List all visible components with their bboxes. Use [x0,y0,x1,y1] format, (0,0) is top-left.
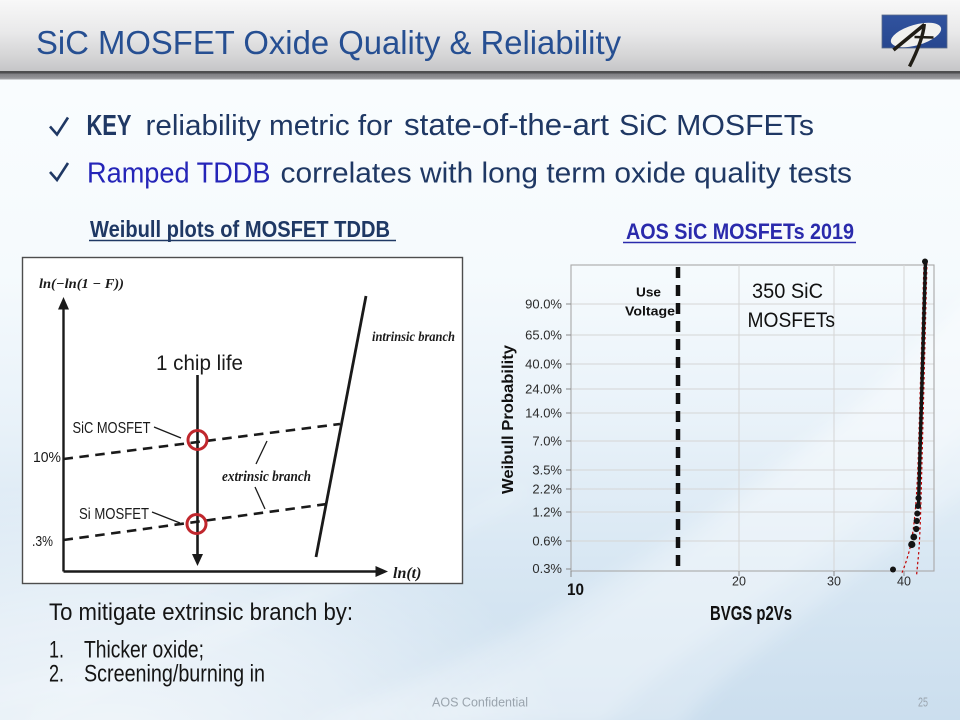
svg-text:10: 10 [567,580,584,599]
svg-text:Si MOSFET: Si MOSFET [79,506,149,523]
svg-text:extrinsic branch: extrinsic branch [222,469,311,485]
svg-text:1.: 1. [49,637,64,664]
svg-text:BVGS p2Vs: BVGS p2Vs [710,603,792,625]
svg-text:intrinsic branch: intrinsic branch [372,329,455,344]
svg-text:30: 30 [827,575,841,589]
svg-text:KEY: KEY [87,110,132,142]
svg-text:SiC MOSFET: SiC MOSFET [73,420,151,437]
svg-text:65.0%: 65.0% [525,328,562,343]
svg-text:90.0%: 90.0% [525,297,562,312]
svg-text:25: 25 [918,696,928,710]
svg-text:Use: Use [636,285,661,300]
svg-text:3.5%: 3.5% [532,463,562,478]
svg-text:Screening/burning in: Screening/burning in [84,661,265,688]
svg-text:2.: 2. [49,661,64,688]
svg-text:40: 40 [897,575,911,589]
svg-text:0.3%: 0.3% [532,561,562,576]
svg-text:Thicker oxide;: Thicker oxide; [84,637,204,664]
svg-text:Ramped TDDB: Ramped TDDB [87,158,271,190]
svg-text:1 chip life: 1 chip life [156,352,243,375]
svg-text:20: 20 [732,575,746,589]
svg-text:24.0%: 24.0% [525,382,562,397]
svg-text:ln(t): ln(t) [393,565,421,582]
svg-text:AOS Confidential: AOS Confidential [432,696,528,710]
svg-text:7.0%: 7.0% [532,434,562,449]
svg-text:0.6%: 0.6% [532,534,562,549]
svg-text:AOS SiC MOSFETs 2019: AOS SiC MOSFETs 2019 [626,219,854,244]
svg-text:40.0%: 40.0% [525,357,562,372]
svg-text:Voltage: Voltage [625,304,675,319]
svg-text:2.2%: 2.2% [532,482,562,497]
svg-text:Weibull Probability: Weibull Probability [500,345,517,494]
svg-text:correlates with long term oxid: correlates with long term oxide quality … [281,158,853,190]
svg-text:1.2%: 1.2% [532,505,562,520]
svg-text:SiC MOSFETs: SiC MOSFETs [619,110,814,142]
svg-text:To mitigate extrinsic branch b: To mitigate extrinsic branch by: [49,599,353,626]
svg-text:MOSFETs: MOSFETs [748,309,836,332]
svg-text:10%: 10% [33,449,61,466]
svg-text:.3%: .3% [32,533,53,550]
svg-text:reliability metric for: reliability metric for [146,110,393,142]
svg-text:SiC MOSFET Oxide Quality & Rel: SiC MOSFET Oxide Quality & Reliability [36,24,621,61]
svg-text:350 SiC: 350 SiC [752,280,823,303]
svg-text:14.0%: 14.0% [525,406,562,421]
svg-text:ln(−ln(1 − F)): ln(−ln(1 − F)) [39,276,124,291]
svg-text:Weibull plots of MOSFET TDDB: Weibull plots of MOSFET TDDB [90,216,390,242]
svg-text:state-of-the-art: state-of-the-art [404,107,609,142]
